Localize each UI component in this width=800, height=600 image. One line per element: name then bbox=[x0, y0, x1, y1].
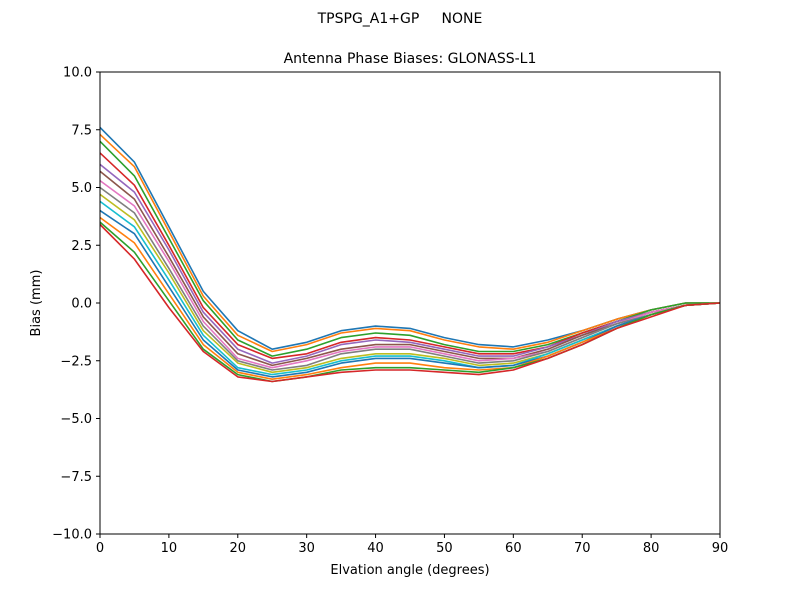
y-axis-label: Bias (mm) bbox=[29, 270, 44, 337]
x-tick-label: 20 bbox=[230, 541, 247, 556]
x-tick-label: 70 bbox=[574, 541, 591, 556]
series-line-5 bbox=[99, 163, 721, 364]
series-line-14 bbox=[99, 223, 721, 383]
chart-title: Antenna Phase Biases: GLONASS-L1 bbox=[284, 51, 537, 67]
series-line-11 bbox=[99, 209, 721, 378]
x-tick-label: 50 bbox=[436, 541, 453, 556]
series-line-6 bbox=[99, 170, 721, 367]
y-axis: −10.0 −7.5 −5.0 −2.5 0.0 2.5 5.0 7.5 10.0 bbox=[52, 66, 100, 543]
y-tick-label: 2.5 bbox=[71, 239, 92, 254]
y-tick-label: −7.5 bbox=[60, 470, 92, 485]
y-tick-label: −2.5 bbox=[60, 354, 92, 369]
x-tick-label: 40 bbox=[367, 541, 384, 556]
y-tick-label: 0.0 bbox=[71, 297, 92, 312]
x-tick-label: 0 bbox=[96, 541, 104, 556]
x-tick-label: 80 bbox=[643, 541, 660, 556]
x-tick-label: 90 bbox=[712, 541, 729, 556]
x-tick-label: 30 bbox=[298, 541, 315, 556]
x-axis-label: Elvation angle (degrees) bbox=[330, 563, 489, 578]
plot-lines bbox=[99, 126, 721, 383]
y-tick-label: −5.0 bbox=[60, 412, 92, 427]
x-tick-label: 60 bbox=[505, 541, 522, 556]
series-line-8 bbox=[99, 186, 721, 371]
series-line-4 bbox=[99, 152, 721, 360]
y-tick-label: 7.5 bbox=[71, 123, 92, 138]
x-axis: 0 10 20 30 40 50 60 70 80 90 bbox=[96, 534, 728, 556]
series-line-13 bbox=[99, 221, 721, 383]
x-tick-label: 10 bbox=[161, 541, 178, 556]
y-tick-label: 5.0 bbox=[71, 181, 92, 196]
y-tick-label: −10.0 bbox=[52, 528, 92, 543]
figure-suptitle: TPSPG_A1+GP NONE bbox=[317, 11, 483, 27]
y-tick-label: 10.0 bbox=[63, 66, 92, 81]
series-line-2 bbox=[99, 133, 720, 353]
